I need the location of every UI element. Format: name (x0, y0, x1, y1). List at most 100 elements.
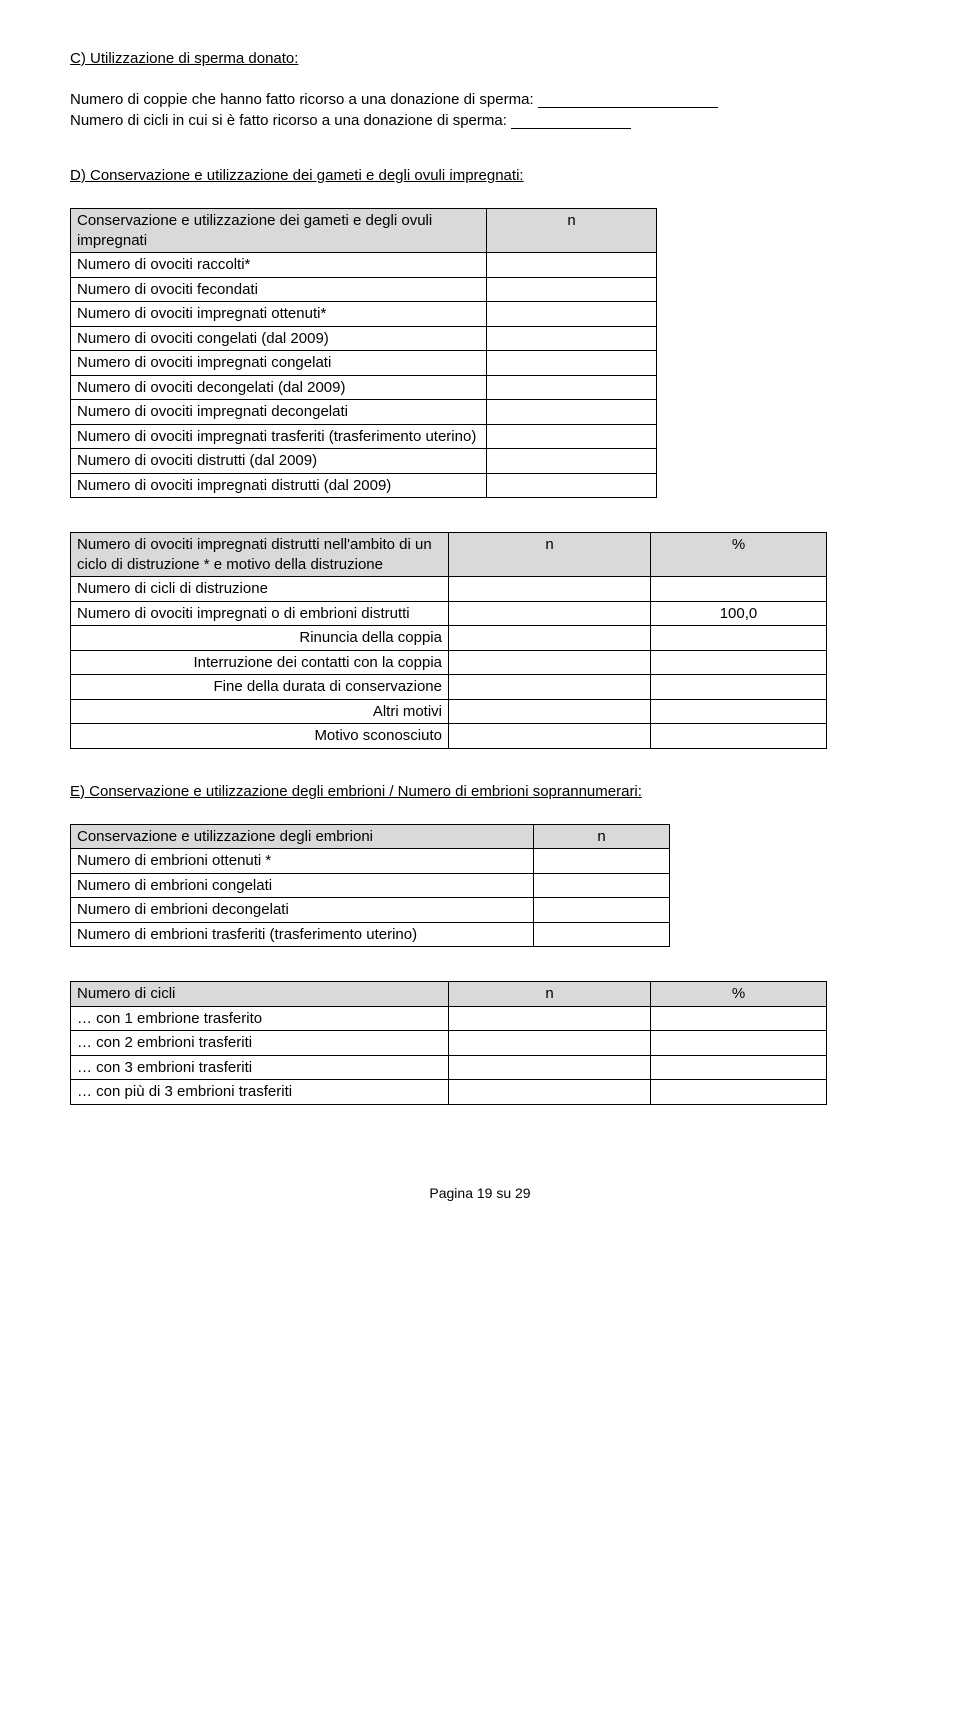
distruzione-table: Numero di ovociti impregnati distrutti n… (70, 532, 827, 749)
row-label: Numero di ovociti impregnati distrutti (… (71, 473, 487, 498)
gameti-table-header-right: n (487, 209, 657, 253)
table-row: Numero di ovociti impregnati congelati (71, 351, 657, 376)
row-value[interactable] (487, 277, 657, 302)
row-n[interactable] (449, 1055, 651, 1080)
table-row: Numero di ovociti impregnati trasferiti … (71, 424, 657, 449)
row-label: Numero di cicli di distruzione (71, 577, 449, 602)
table-row: Numero di ovociti decongelati (dal 2009) (71, 375, 657, 400)
row-pct[interactable]: 100,0 (651, 601, 827, 626)
row-n[interactable] (449, 1006, 651, 1031)
row-label: Numero di embrioni congelati (71, 873, 534, 898)
row-label: Altri motivi (71, 699, 449, 724)
row-value[interactable] (487, 400, 657, 425)
row-pct[interactable] (651, 650, 827, 675)
blank-field[interactable] (538, 107, 718, 108)
row-label: Numero di ovociti impregnati decongelati (71, 400, 487, 425)
row-value[interactable] (487, 424, 657, 449)
row-n[interactable] (449, 675, 651, 700)
row-n[interactable] (449, 577, 651, 602)
row-n[interactable] (449, 626, 651, 651)
table-row: Numero di ovociti impregnati o di embrio… (71, 601, 827, 626)
section-d-heading: D) Conservazione e utilizzazione dei gam… (70, 167, 890, 184)
row-pct[interactable] (651, 1080, 827, 1105)
row-pct[interactable] (651, 577, 827, 602)
row-value[interactable] (487, 253, 657, 278)
row-n[interactable] (449, 1080, 651, 1105)
table-row: Numero di cicli di distruzione (71, 577, 827, 602)
row-label: Fine della durata di conservazione (71, 675, 449, 700)
row-value[interactable] (534, 849, 670, 874)
row-label: Numero di ovociti decongelati (dal 2009) (71, 375, 487, 400)
row-label: Numero di ovociti raccolti* (71, 253, 487, 278)
blank-field[interactable] (511, 128, 631, 129)
table-row: Rinuncia della coppia (71, 626, 827, 651)
row-value[interactable] (487, 326, 657, 351)
row-value[interactable] (534, 922, 670, 947)
section-c-heading: C) Utilizzazione di sperma donato: (70, 50, 890, 67)
gameti-table-header-left: Conservazione e utilizzazione dei gameti… (71, 209, 487, 253)
table-row: Numero di embrioni decongelati (71, 898, 670, 923)
distruzione-header-right: % (651, 533, 827, 577)
table-row: Numero di ovociti distrutti (dal 2009) (71, 449, 657, 474)
row-label: … con 1 embrione trasferito (71, 1006, 449, 1031)
section-e-heading: E) Conservazione e utilizzazione degli e… (70, 783, 890, 800)
row-label: … con più di 3 embrioni trasferiti (71, 1080, 449, 1105)
row-pct[interactable] (651, 724, 827, 749)
row-label: Numero di ovociti impregnati trasferiti … (71, 424, 487, 449)
table-row: … con 1 embrione trasferito (71, 1006, 827, 1031)
row-pct[interactable] (651, 626, 827, 651)
table-row: Numero di ovociti impregnati ottenuti* (71, 302, 657, 327)
row-pct[interactable] (651, 699, 827, 724)
table-row: Numero di ovociti impregnati distrutti (… (71, 473, 657, 498)
row-label: … con 2 embrioni trasferiti (71, 1031, 449, 1056)
row-n[interactable] (449, 650, 651, 675)
embrioni-header-left: Conservazione e utilizzazione degli embr… (71, 824, 534, 849)
row-label: Motivo sconosciuto (71, 724, 449, 749)
row-label: … con 3 embrioni trasferiti (71, 1055, 449, 1080)
row-pct[interactable] (651, 675, 827, 700)
row-label: Numero di ovociti fecondati (71, 277, 487, 302)
row-pct[interactable] (651, 1055, 827, 1080)
cicli-header-right: % (651, 982, 827, 1007)
table-row: Numero di embrioni ottenuti * (71, 849, 670, 874)
row-value[interactable] (487, 302, 657, 327)
sperm-donation-cycles-line: Numero di cicli in cui si è fatto ricors… (70, 112, 890, 129)
row-label: Numero di ovociti impregnati o di embrio… (71, 601, 449, 626)
row-n[interactable] (449, 724, 651, 749)
row-label: Numero di ovociti impregnati ottenuti* (71, 302, 487, 327)
table-row: Numero di embrioni trasferiti (trasferim… (71, 922, 670, 947)
cicli-header-mid: n (449, 982, 651, 1007)
page-footer: Pagina 19 su 29 (70, 1185, 890, 1201)
distruzione-header-left: Numero di ovociti impregnati distrutti n… (71, 533, 449, 577)
table-row: Numero di embrioni congelati (71, 873, 670, 898)
row-label: Numero di embrioni trasferiti (trasferim… (71, 922, 534, 947)
row-value[interactable] (487, 473, 657, 498)
table-row: Fine della durata di conservazione (71, 675, 827, 700)
row-label: Numero di ovociti congelati (dal 2009) (71, 326, 487, 351)
row-label: Interruzione dei contatti con la coppia (71, 650, 449, 675)
embrioni-table: Conservazione e utilizzazione degli embr… (70, 824, 670, 948)
row-value[interactable] (487, 351, 657, 376)
row-n[interactable] (449, 601, 651, 626)
row-label: Numero di embrioni ottenuti * (71, 849, 534, 874)
row-n[interactable] (449, 699, 651, 724)
table-row: Altri motivi (71, 699, 827, 724)
cicli-header-left: Numero di cicli (71, 982, 449, 1007)
cicli-table: Numero di cicli n % … con 1 embrione tra… (70, 981, 827, 1105)
sperm-donation-couples-line: Numero di coppie che hanno fatto ricorso… (70, 91, 890, 108)
row-value[interactable] (534, 873, 670, 898)
table-row: Numero di ovociti congelati (dal 2009) (71, 326, 657, 351)
sperm-donation-cycles-label: Numero di cicli in cui si è fatto ricors… (70, 112, 511, 129)
row-value[interactable] (534, 898, 670, 923)
row-value[interactable] (487, 449, 657, 474)
row-label: Numero di ovociti impregnati congelati (71, 351, 487, 376)
row-pct[interactable] (651, 1006, 827, 1031)
sperm-donation-couples-label: Numero di coppie che hanno fatto ricorso… (70, 91, 538, 108)
table-row: Motivo sconosciuto (71, 724, 827, 749)
gameti-table: Conservazione e utilizzazione dei gameti… (70, 208, 657, 498)
embrioni-header-right: n (534, 824, 670, 849)
row-label: Numero di ovociti distrutti (dal 2009) (71, 449, 487, 474)
row-value[interactable] (487, 375, 657, 400)
row-n[interactable] (449, 1031, 651, 1056)
row-pct[interactable] (651, 1031, 827, 1056)
